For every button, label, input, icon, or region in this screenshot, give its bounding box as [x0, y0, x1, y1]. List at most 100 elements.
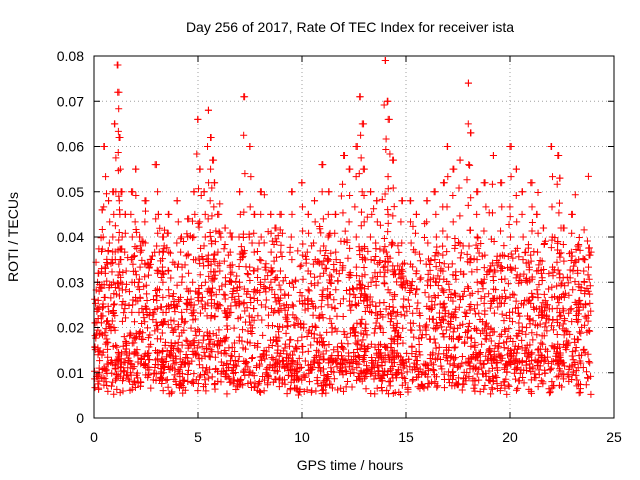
data-point-spike [384, 210, 392, 218]
data-point-cloud [539, 340, 547, 348]
data-point-cloud [398, 283, 406, 291]
data-point-cloud [466, 306, 474, 314]
data-point-cloud [535, 366, 543, 374]
data-point-cloud [498, 310, 506, 318]
data-point-cloud [556, 351, 564, 359]
data-point-cloud [461, 338, 469, 346]
data-point-cloud [144, 371, 152, 379]
data-point-cloud [203, 312, 211, 320]
data-point-cloud [279, 323, 287, 331]
data-point-cloud [158, 357, 166, 365]
data-point-spike [257, 301, 265, 309]
data-point-cloud [230, 285, 238, 293]
data-point-cloud [463, 333, 471, 341]
data-point-spike [173, 239, 181, 247]
data-point-spike [270, 241, 278, 249]
data-point-spike [424, 239, 432, 247]
data-point-cloud [260, 191, 268, 199]
data-point-cloud [136, 242, 144, 250]
data-point-cloud [317, 229, 325, 237]
data-point-spike [356, 285, 364, 293]
data-point-cloud [404, 296, 412, 304]
x-tick-label: 10 [294, 429, 310, 445]
data-point-cloud [162, 376, 170, 384]
data-point-cloud [247, 378, 255, 386]
data-point-cloud [264, 322, 272, 330]
data-point-spike [299, 275, 307, 283]
data-point-spike [456, 212, 464, 220]
data-point-cloud [369, 274, 377, 282]
data-point-cloud [445, 344, 453, 352]
data-point-spike [210, 275, 218, 283]
data-point-cloud [276, 374, 284, 382]
data-point-cloud [167, 274, 175, 282]
data-point-cloud [521, 249, 529, 257]
data-point-cloud [195, 361, 203, 369]
data-point-cloud [446, 379, 454, 387]
data-point-cloud [91, 295, 99, 303]
data-point-spike [178, 263, 186, 271]
data-point-cloud [397, 310, 405, 318]
data-point-cloud [254, 286, 262, 294]
data-point-cloud [547, 364, 555, 372]
data-point-spike [332, 286, 340, 294]
data-point-cloud [353, 376, 361, 384]
data-point-cloud [378, 195, 386, 203]
data-point-cloud [515, 319, 523, 327]
data-point-cloud [305, 369, 313, 377]
data-point-cloud [218, 282, 226, 290]
data-point-cloud [400, 278, 408, 286]
data-point-cloud [336, 300, 344, 308]
data-point-cloud [455, 303, 463, 311]
data-point-cloud [167, 364, 175, 372]
data-point-cloud [334, 386, 342, 394]
data-point-cloud [570, 368, 578, 376]
data-point-cloud [164, 321, 172, 329]
data-point-cloud [102, 340, 110, 348]
data-point-cloud [444, 319, 452, 327]
data-point-cloud [286, 248, 294, 256]
data-point-cloud [485, 290, 493, 298]
data-point-spike [554, 238, 562, 246]
data-point-cloud [203, 345, 211, 353]
data-point-cloud [372, 319, 380, 327]
data-point [325, 188, 333, 196]
data-point-cloud [197, 371, 205, 379]
data-point-cloud [276, 323, 284, 331]
data-point-cloud [524, 259, 532, 267]
data-point-cloud [525, 385, 533, 393]
data-point-cloud [222, 350, 230, 358]
data-point-cloud [435, 343, 443, 351]
data-point-spike [339, 180, 347, 188]
data-point-cloud [174, 338, 182, 346]
data-point-cloud [497, 382, 505, 390]
data-point-cloud [534, 189, 542, 197]
data-point-cloud [213, 300, 221, 308]
data-point-cloud [107, 358, 115, 366]
data-point-cloud [145, 264, 153, 272]
data-point-cloud [317, 334, 325, 342]
data-point-cloud [381, 358, 389, 366]
data-point-spike [310, 239, 318, 247]
data-point-cloud [501, 326, 509, 334]
data-point-cloud [420, 384, 428, 392]
data-point-cloud [587, 307, 595, 315]
data-point-cloud [241, 360, 249, 368]
data-point-spike [287, 233, 295, 241]
data-point-cloud [230, 339, 238, 347]
data-point-cloud [391, 389, 399, 397]
data-point-spike [331, 305, 339, 313]
data-point-spike [105, 239, 113, 247]
data-point-spike [384, 173, 392, 181]
data-point-cloud [311, 322, 319, 330]
data-point-spike [449, 218, 457, 226]
data-point-spike [177, 293, 185, 301]
data-point [444, 143, 452, 150]
data-point-cloud [301, 373, 309, 381]
data-point-spike [165, 305, 173, 313]
data-point-cloud [145, 312, 153, 320]
data-point-cloud [163, 376, 171, 384]
data-point-cloud [300, 320, 308, 328]
data-point-cloud [367, 340, 375, 348]
data-point-cloud [348, 365, 356, 373]
